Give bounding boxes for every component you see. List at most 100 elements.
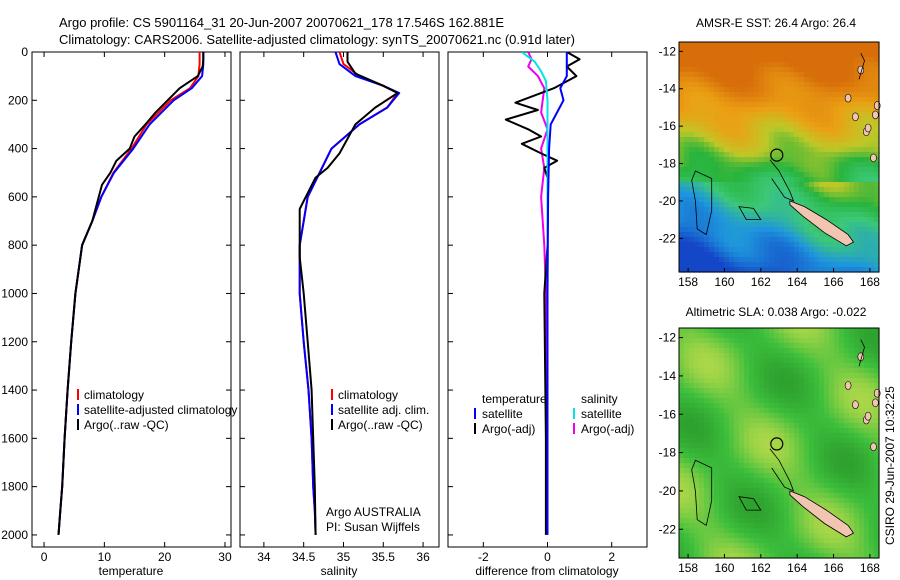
sst-map-cell	[869, 47, 875, 53]
sla-map-cell	[844, 448, 850, 454]
sst-map-cell	[729, 127, 735, 133]
sst-map-cell	[704, 97, 710, 103]
sst-map-cell	[859, 207, 865, 213]
sst-map-cell	[689, 207, 695, 213]
sla-map-cell	[759, 523, 765, 529]
sst-map-cell	[849, 262, 855, 268]
sst-map-cell	[869, 242, 875, 248]
temperature-ytick-label: 1800	[1, 480, 28, 494]
sst-map-cell	[749, 97, 755, 103]
sla-map-cell	[774, 398, 780, 404]
sla-map-cell	[684, 438, 690, 444]
sst-map-cell	[849, 232, 855, 238]
sla-map-cell	[779, 548, 785, 554]
sla-map-cell	[784, 478, 790, 484]
sst-map-cell	[734, 177, 740, 183]
sla-map-cell	[869, 378, 875, 384]
sst-map-cell	[774, 62, 780, 68]
sst-map-cell	[849, 207, 855, 213]
sst-map-cell	[824, 137, 830, 143]
sla-map-cell	[784, 533, 790, 539]
sla-map-cell	[824, 363, 830, 369]
sst-map-cell	[729, 222, 735, 228]
sst-map-cell	[749, 267, 755, 273]
sst-map-cell	[834, 257, 840, 263]
sla-map-cell	[794, 463, 800, 469]
sst-map-cell	[759, 232, 765, 238]
sla-map-cell	[839, 388, 845, 394]
sst-map-cell	[804, 72, 810, 78]
sst-map-cell	[729, 237, 735, 243]
sst-map-cell	[739, 87, 745, 93]
sst-map-cell	[874, 252, 880, 258]
sst-map-cell	[844, 162, 850, 168]
sla-map-cell	[764, 428, 770, 434]
sla-map-cell	[764, 378, 770, 384]
sst-map-cell	[714, 267, 720, 273]
sst-map-cell	[749, 152, 755, 158]
sla-map-title: Altimetric SLA: 0.038 Argo: -0.022	[686, 305, 867, 319]
sst-map-cell	[694, 262, 700, 268]
sla-map-cell	[814, 438, 820, 444]
sst-map-cell	[779, 112, 785, 118]
salinity-legend-label: Argo(..raw -QC)	[338, 418, 423, 432]
sla-map-cell	[799, 553, 805, 559]
sst-map-cell	[714, 47, 720, 53]
sst-map-cell	[714, 217, 720, 223]
sla-map-cell	[689, 403, 695, 409]
sla-map-cell	[714, 543, 720, 549]
sst-map-cell	[819, 237, 825, 243]
sla-map-cell	[809, 473, 815, 479]
sst-map-cell	[874, 67, 880, 73]
sla-map-cell	[844, 343, 850, 349]
sst-map-cell	[859, 162, 865, 168]
sla-map-cell	[789, 363, 795, 369]
sst-map-cell	[864, 217, 870, 223]
sst-map-cell	[859, 262, 865, 268]
sst-map-cell	[829, 262, 835, 268]
sla-map-cell	[834, 408, 840, 414]
sst-map-cell	[784, 57, 790, 63]
sst-map-cell	[849, 77, 855, 83]
sla-map-cell	[689, 513, 695, 519]
sst-map-cell	[799, 222, 805, 228]
sla-map-cell	[734, 423, 740, 429]
sla-map-cell	[734, 343, 740, 349]
sla-map-xtick-label: 166	[824, 561, 844, 575]
sla-map-cell	[784, 363, 790, 369]
sst-map-cell	[789, 212, 795, 218]
sst-map-cell	[874, 62, 880, 68]
sst-map-cell	[819, 242, 825, 248]
sla-map-cell	[754, 513, 760, 519]
sla-map-cell	[779, 493, 785, 499]
argo-note-line1: Argo AUSTRALIA	[326, 505, 421, 519]
sst-map-cell	[829, 152, 835, 158]
temperature-ytick-label: 800	[8, 238, 28, 252]
sla-map-cell	[779, 543, 785, 549]
sla-map-cell	[849, 468, 855, 474]
sla-map-cell	[849, 543, 855, 549]
sla-map-cell	[804, 543, 810, 549]
sla-map-cell	[774, 458, 780, 464]
sst-map-cell	[689, 182, 695, 188]
salinity-xlabel: salinity	[321, 564, 358, 578]
sla-map-cell	[819, 433, 825, 439]
sla-map-cell	[774, 333, 780, 339]
sla-map-cell	[864, 388, 870, 394]
sst-map-cell	[799, 62, 805, 68]
sla-map-cell	[684, 423, 690, 429]
sst-map-cell	[849, 117, 855, 123]
sst-map-cell	[709, 142, 715, 148]
sla-map-cell	[689, 418, 695, 424]
sla-map-cell	[714, 408, 720, 414]
sst-map-cell	[809, 187, 815, 193]
sst-map-cell	[729, 227, 735, 233]
sst-map-cell	[679, 207, 685, 213]
sla-map-cell	[794, 343, 800, 349]
sla-map-cell	[684, 473, 690, 479]
sst-map-cell	[709, 212, 715, 218]
sst-map-cell	[794, 87, 800, 93]
sst-map-cell	[804, 142, 810, 148]
sla-map-cell	[784, 378, 790, 384]
sla-map-cell	[854, 328, 860, 334]
